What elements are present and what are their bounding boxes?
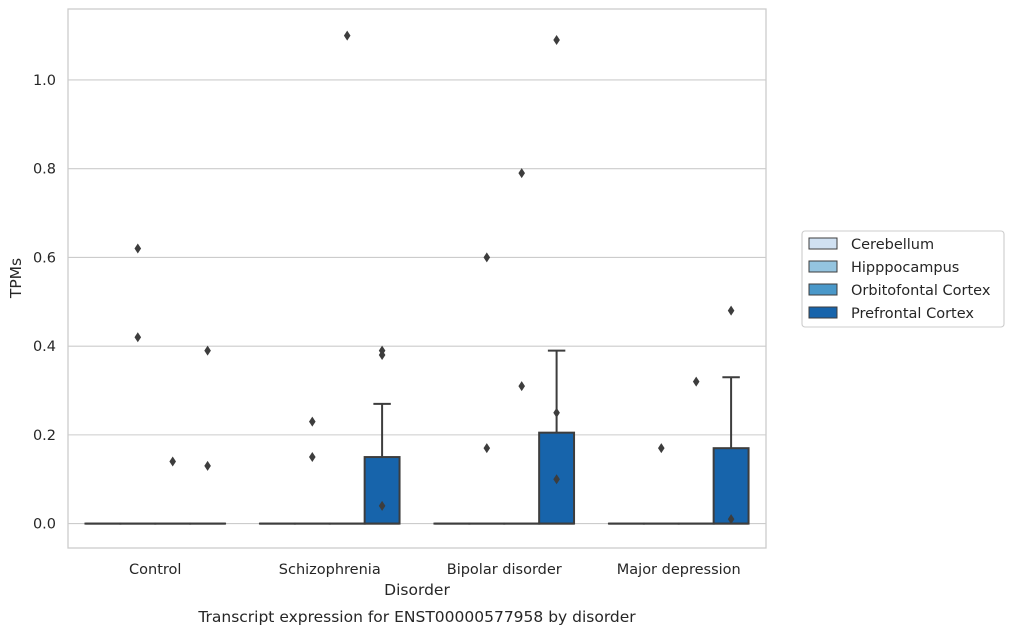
x-tick-label: Control: [129, 562, 181, 578]
outlier-marker: [727, 305, 735, 316]
y-tick-label: 0.4: [33, 339, 56, 355]
outlier-marker: [483, 252, 491, 263]
outlier-marker: [692, 376, 700, 387]
y-tick-label: 1.0: [33, 73, 56, 89]
outlier-marker: [204, 345, 211, 356]
outlier-marker: [727, 514, 735, 525]
legend-label: Prefrontal Cortex: [851, 306, 974, 322]
outlier-marker: [378, 500, 386, 511]
legend-swatch: [808, 283, 838, 296]
outlier-marker: [518, 168, 525, 179]
y-tick-label: 0.6: [33, 250, 56, 266]
outlier-marker: [553, 407, 560, 418]
legend-swatch: [808, 306, 838, 319]
outlier-marker: [343, 30, 351, 41]
outlier-marker: [658, 443, 665, 454]
outlier-marker: [134, 332, 142, 343]
legend-label: Hipppocampus: [851, 260, 959, 276]
y-axis-label: TPMs: [7, 258, 25, 299]
legend: Cerebellum Hipppocampus Orbitofontal Corte…: [801, 230, 1005, 328]
x-axis-label: Disorder: [384, 581, 450, 599]
outlier-marker: [204, 460, 211, 471]
y-tick-label: 0.0: [33, 517, 56, 533]
outlier-marker: [309, 416, 316, 427]
outlier-marker: [518, 381, 525, 392]
chart-caption: Transcript expression for ENST0000057795…: [197, 608, 636, 626]
legend-label: Cerebellum: [851, 237, 934, 253]
outlier-marker: [553, 35, 560, 46]
outlier-marker: [378, 350, 386, 361]
x-tick-label: Major depression: [617, 562, 741, 578]
legend-swatch: [808, 260, 838, 273]
box-rect: [363, 456, 401, 525]
y-tick-label: 0.2: [33, 428, 56, 444]
legend-swatch: [808, 237, 838, 250]
legend-frame: [801, 230, 1005, 328]
y-tick-label: 0.8: [33, 162, 56, 178]
outlier-marker: [309, 452, 316, 463]
plot-frame: [67, 8, 767, 549]
y-tick-labels: 0.0 0.2 0.4 0.6 0.8 1.0: [33, 73, 56, 533]
x-tick-label: Bipolar disorder: [447, 562, 562, 578]
outlier-marker: [553, 474, 560, 485]
box-rect: [712, 447, 750, 525]
outlier-marker: [483, 443, 491, 454]
outlier-marker: [134, 243, 142, 254]
x-tick-label: Schizophrenia: [279, 562, 381, 578]
x-tick-labels: Control Schizophrenia Bipolar disorder Majo…: [129, 562, 741, 578]
outlier-marker: [169, 456, 176, 467]
box-elements: [84, 30, 750, 525]
legend-label: Orbitofontal Cortex: [851, 283, 991, 299]
